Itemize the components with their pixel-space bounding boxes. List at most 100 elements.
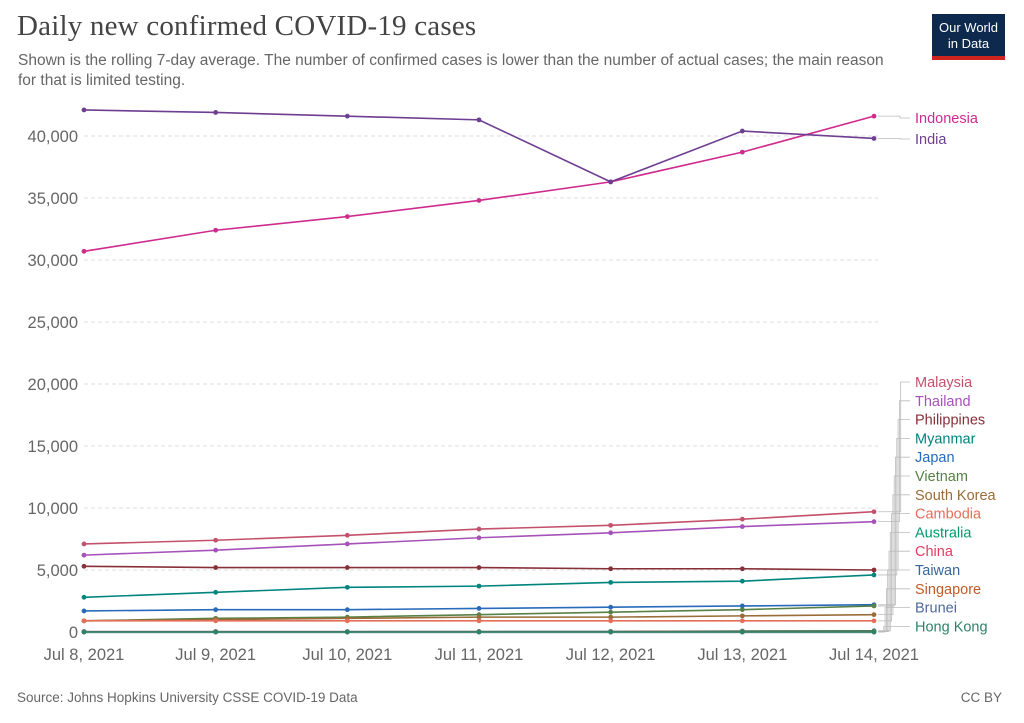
legend-connector <box>878 138 910 140</box>
legend-label[interactable]: China <box>915 544 954 560</box>
data-point[interactable] <box>213 607 219 613</box>
x-tick-label: Jul 13, 2021 <box>697 646 787 664</box>
legend-label[interactable]: Australia <box>915 525 972 541</box>
data-point[interactable] <box>608 522 614 528</box>
data-point[interactable] <box>476 535 482 541</box>
data-point[interactable] <box>344 607 350 613</box>
data-point[interactable] <box>81 552 87 558</box>
data-point[interactable] <box>81 563 87 569</box>
legend-label[interactable]: Taiwan <box>915 563 960 579</box>
y-tick-label: 30,000 <box>28 252 78 270</box>
grid-lines <box>84 135 878 571</box>
data-point[interactable] <box>344 565 350 570</box>
data-point[interactable] <box>476 606 482 611</box>
legend-labels: Indonesia India Malaysia Thailand Philippine… <box>878 111 997 635</box>
legend-label[interactable]: Japan <box>915 450 955 466</box>
data-point[interactable] <box>871 618 877 624</box>
legend-label[interactable]: Philippines <box>915 413 985 429</box>
axes: 0 5,000 10,000 15,000 20,000 25,000 30,000 35,0… <box>28 128 919 664</box>
data-point[interactable] <box>213 589 219 595</box>
data-point[interactable] <box>871 136 877 141</box>
data-point[interactable] <box>608 629 614 635</box>
legend-label[interactable]: Vietnam <box>915 469 968 485</box>
legend-label[interactable]: Myanmar <box>915 431 976 447</box>
data-point[interactable] <box>213 227 219 233</box>
data-point[interactable] <box>608 614 614 620</box>
y-tick-label: 10,000 <box>28 500 78 518</box>
data-point[interactable] <box>213 565 219 570</box>
data-point[interactable] <box>608 609 614 615</box>
data-point[interactable] <box>81 608 87 614</box>
data-point[interactable] <box>476 614 482 620</box>
data-point[interactable] <box>476 117 482 123</box>
legend-connector <box>878 115 910 119</box>
data-point[interactable] <box>81 594 87 600</box>
data-point[interactable] <box>739 578 745 584</box>
data-point[interactable] <box>344 618 350 624</box>
data-point[interactable] <box>871 519 877 525</box>
data-point[interactable] <box>739 566 745 572</box>
data-point[interactable] <box>871 612 877 618</box>
data-point[interactable] <box>213 618 219 624</box>
y-tick-label: 15,000 <box>28 438 78 456</box>
data-point[interactable] <box>476 565 482 570</box>
data-point[interactable] <box>739 603 745 609</box>
data-point[interactable] <box>344 629 350 635</box>
data-point[interactable] <box>739 128 745 134</box>
data-point[interactable] <box>739 613 745 619</box>
data-point[interactable] <box>739 149 745 155</box>
data-point[interactable] <box>476 618 482 624</box>
data-point[interactable] <box>476 198 482 203</box>
data-point[interactable] <box>608 604 614 610</box>
legend-label[interactable]: Cambodia <box>915 507 982 523</box>
data-point[interactable] <box>476 526 482 532</box>
license-link[interactable]: CC BY <box>960 690 1002 705</box>
data-point[interactable] <box>739 516 745 522</box>
data-point[interactable] <box>476 583 482 589</box>
data-point[interactable] <box>213 110 219 115</box>
data-point[interactable] <box>871 603 877 609</box>
x-tick-label: Jul 12, 2021 <box>566 646 656 664</box>
data-point[interactable] <box>871 509 877 515</box>
data-point[interactable] <box>344 584 350 590</box>
data-point[interactable] <box>81 541 87 547</box>
data-point[interactable] <box>608 530 614 536</box>
legend-label[interactable]: Brunei <box>915 601 957 617</box>
legend-label[interactable]: Indonesia <box>915 111 979 127</box>
data-point[interactable] <box>344 541 350 547</box>
data-point[interactable] <box>81 107 87 113</box>
legend-label[interactable]: Malaysia <box>915 375 973 391</box>
data-point[interactable] <box>81 248 87 254</box>
logo-line-1: Our World <box>939 20 998 35</box>
data-point[interactable] <box>871 629 877 635</box>
legend-label[interactable]: Thailand <box>915 394 971 410</box>
data-point[interactable] <box>871 572 877 578</box>
chart-subtitle: Shown is the rolling 7-day average. The … <box>18 52 884 89</box>
data-point[interactable] <box>81 618 87 624</box>
data-point[interactable] <box>476 629 482 635</box>
source-note[interactable]: Source: Johns Hopkins University CSSE CO… <box>17 690 358 705</box>
data-point[interactable] <box>739 607 745 613</box>
legend-label[interactable]: Singapore <box>915 582 981 598</box>
data-point[interactable] <box>739 524 745 529</box>
data-point[interactable] <box>871 567 877 573</box>
data-point[interactable] <box>608 580 614 585</box>
data-point[interactable] <box>213 547 219 553</box>
data-point[interactable] <box>739 618 745 624</box>
owid-logo[interactable]: Our World in Data <box>932 14 1005 60</box>
data-point[interactable] <box>871 113 877 119</box>
data-point[interactable] <box>213 629 219 635</box>
legend-label[interactable]: India <box>915 132 947 148</box>
legend-label[interactable]: Hong Kong <box>915 619 988 635</box>
data-point[interactable] <box>344 113 350 119</box>
legend-connector <box>878 400 910 523</box>
data-point[interactable] <box>739 629 745 635</box>
data-point[interactable] <box>213 537 219 543</box>
data-point[interactable] <box>81 629 87 635</box>
data-point[interactable] <box>344 214 350 220</box>
legend-label[interactable]: South Korea <box>915 488 997 504</box>
data-point[interactable] <box>608 179 614 185</box>
data-point[interactable] <box>344 532 350 538</box>
data-point[interactable] <box>608 618 614 624</box>
data-point[interactable] <box>608 566 614 572</box>
